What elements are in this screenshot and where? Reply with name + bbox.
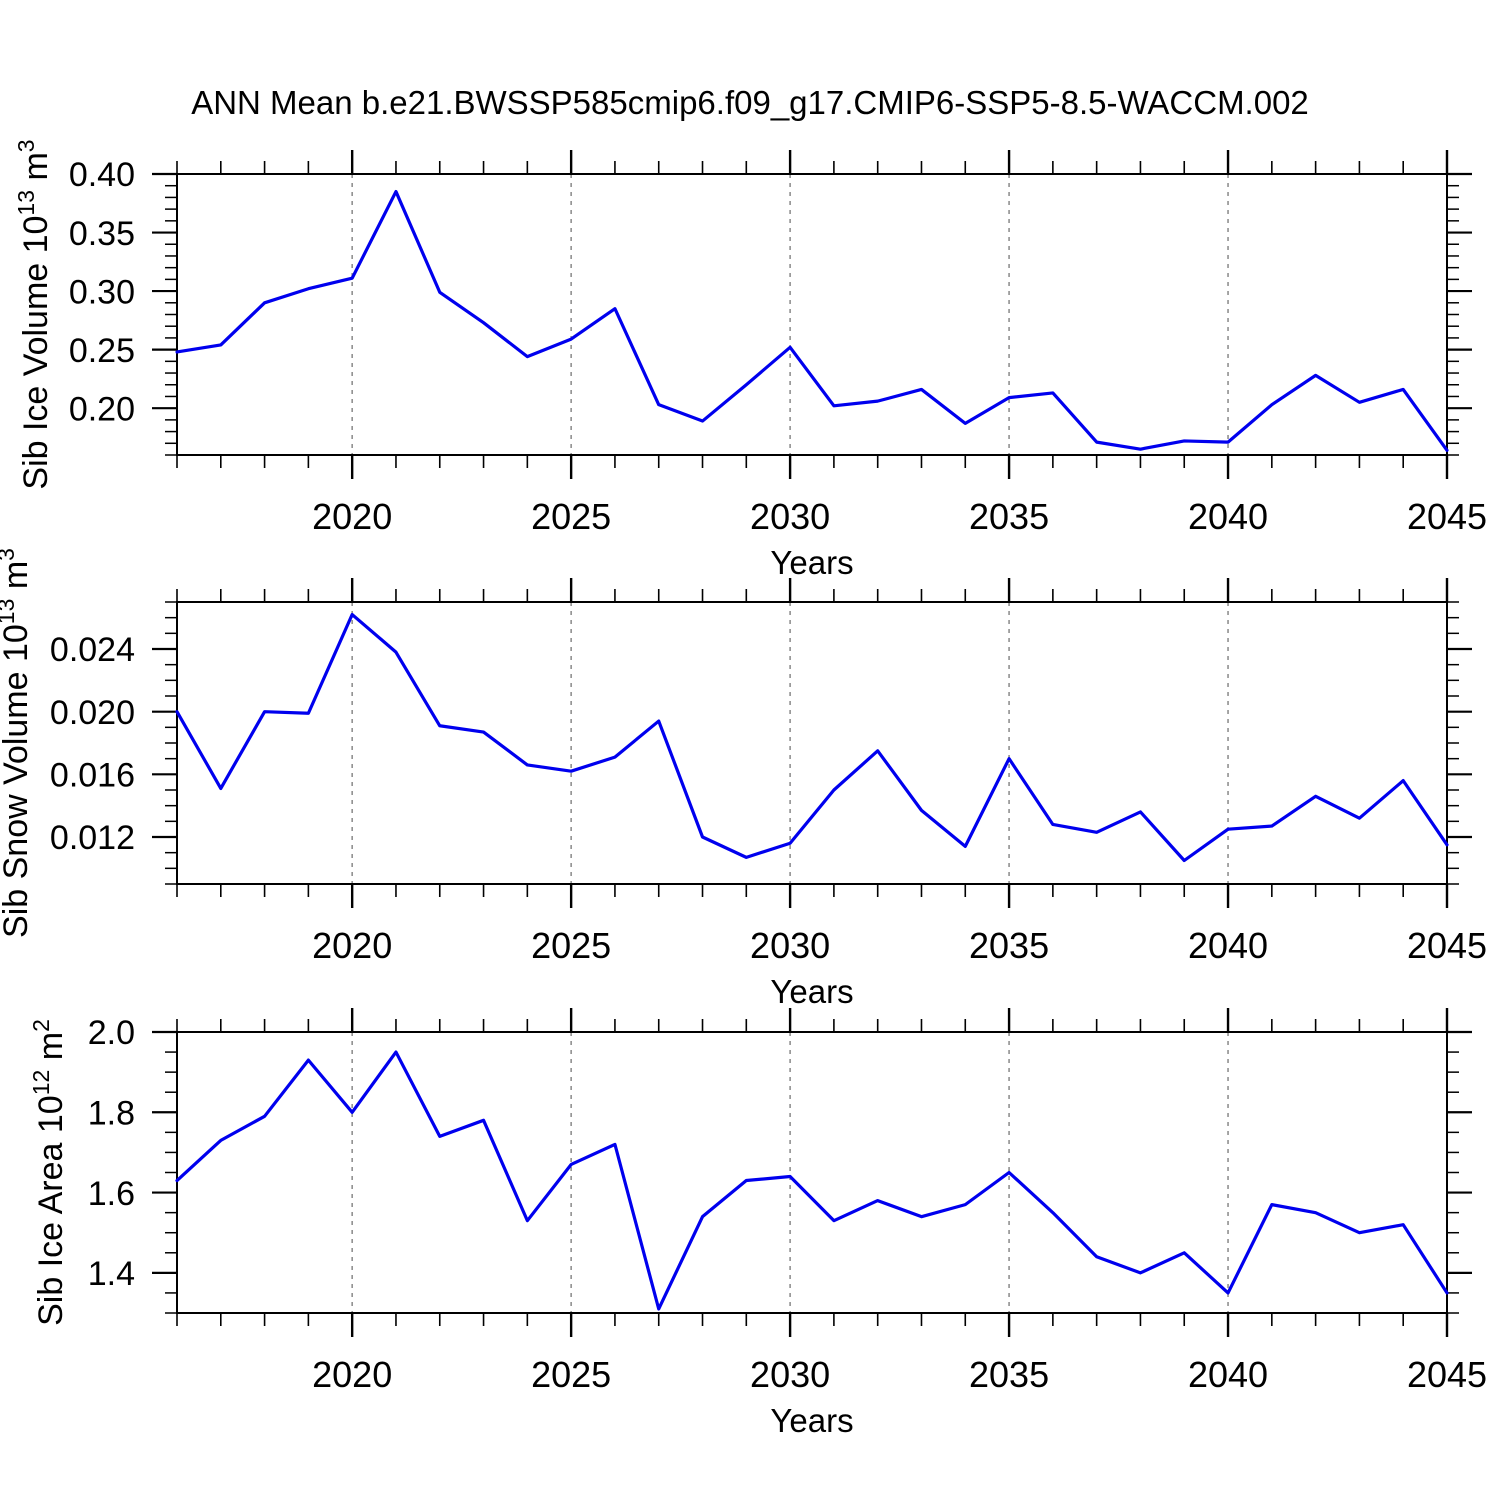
y-tick-label: 0.25 [69,332,135,370]
x-tick-label: 2020 [312,496,392,537]
x-tick-label: 2040 [1188,925,1268,966]
y-tick-label: 0.020 [50,694,135,732]
x-tick-label: 2040 [1188,1354,1268,1395]
y-axis-title: Sib Ice Volume 1013 m3 [13,139,55,489]
x-tick-label: 2030 [750,1354,830,1395]
y-tick-label: 1.8 [88,1095,135,1133]
x-tick-label: 2035 [969,1354,1049,1395]
x-tick-label: 2035 [969,925,1049,966]
x-tick-label: 2035 [969,496,1049,537]
x-tick-label: 2025 [531,925,611,966]
x-axis-title: Years [770,1402,853,1439]
series-line [175,1050,1449,1311]
y-tick-label: 0.012 [50,819,135,857]
y-tick-label: 0.30 [69,273,135,311]
x-tick-label: 2045 [1407,925,1487,966]
y-tick-label: 0.35 [69,215,135,253]
y-tick-label: 0.016 [50,757,135,795]
chart-title: ANN Mean b.e21.BWSSP585cmip6.f09_g17.CMI… [191,84,1309,121]
plot-frame [176,601,1448,885]
y-tick-label: 1.6 [88,1175,135,1213]
x-tick-label: 2040 [1188,496,1268,537]
y-tick-label: 1.4 [88,1255,135,1293]
x-axis-title: Years [770,973,853,1010]
x-tick-label: 2025 [531,496,611,537]
x-tick-label: 2030 [750,496,830,537]
y-axis-title: Sib Ice Area 1012 m2 [28,1019,70,1326]
x-tick-label: 2045 [1407,496,1487,537]
x-tick-label: 2045 [1407,1354,1487,1395]
panel-sib-snow-volume: 0.012 0.016 0.020 0.024 2020 2025 2030 2035 2040… [0,548,1487,1010]
y-tick-label: 0.20 [69,390,135,428]
y-tick-label: 0.024 [50,631,135,669]
plot-frame [176,1031,1448,1314]
x-tick-label: 2020 [312,925,392,966]
y-tick-label: 0.40 [69,156,135,194]
y-axis-title: Sib Snow Volume 1013 m3 [0,548,35,938]
plot-frame [176,173,1448,456]
series-line [175,189,1449,452]
panel-sib-ice-area: 1.4 1.6 1.8 2.0 2020 2025 2030 2035 2040 2045 Year… [28,1008,1487,1439]
x-tick-label: 2030 [750,925,830,966]
panel-sib-ice-volume: 0.20 0.25 0.30 0.35 0.40 2020 2025 2030 2035 2040… [13,139,1487,581]
x-axis-title: Years [770,544,853,581]
x-tick-label: 2025 [531,1354,611,1395]
series-line [175,612,1449,863]
y-tick-label: 2.0 [88,1014,135,1052]
x-tick-label: 2020 [312,1354,392,1395]
